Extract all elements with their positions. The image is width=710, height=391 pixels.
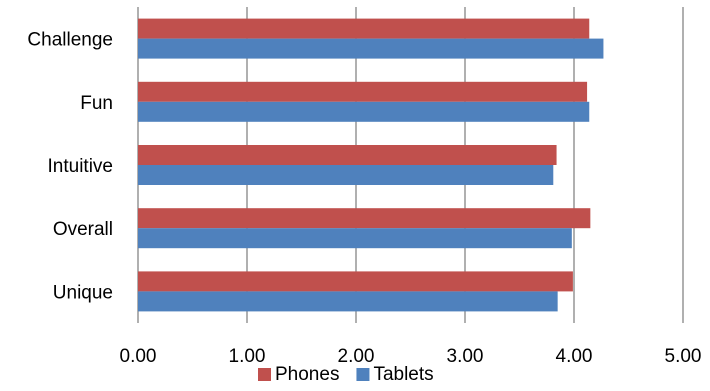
- x-tick-label: 1.00: [229, 346, 266, 367]
- x-tick-label: 3.00: [447, 346, 484, 367]
- x-tick-label: 5.00: [665, 346, 702, 367]
- x-tick-label: 0.00: [120, 346, 157, 367]
- x-tick-label: 4.00: [556, 346, 593, 367]
- bar-phones-fun: [138, 81, 588, 102]
- bar-tablets-fun: [138, 101, 590, 122]
- bar-phones-unique: [138, 271, 573, 292]
- bar-tablets-unique: [138, 291, 558, 312]
- category-label: Overall: [53, 219, 113, 240]
- category-label: Fun: [80, 93, 113, 114]
- x-tick-label: 2.00: [338, 346, 375, 367]
- bar-tablets-intuitive: [138, 165, 554, 185]
- legend-swatch-phones: [258, 368, 271, 381]
- bar-phones-intuitive: [138, 145, 557, 165]
- legend-label-phones: Phones: [275, 364, 339, 385]
- bar-phones-overall: [138, 208, 591, 229]
- bar-tablets-overall: [138, 228, 572, 249]
- category-label: Intuitive: [48, 156, 113, 177]
- bar-phones-challenge: [138, 18, 590, 39]
- category-label: Unique: [53, 282, 113, 303]
- bars-group: [138, 18, 604, 312]
- legend-swatch-tablets: [356, 368, 370, 381]
- legend: Phones Tablets: [258, 364, 434, 385]
- category-label: Challenge: [27, 30, 113, 51]
- legend-label-tablets: Tablets: [373, 364, 433, 385]
- x-tick-labels: 0.00 1.00 2.00 3.00 4.00 5.00: [120, 346, 702, 367]
- category-labels: Challenge Fun Intuitive Overall Unique: [27, 30, 113, 304]
- bar-tablets-challenge: [138, 38, 604, 59]
